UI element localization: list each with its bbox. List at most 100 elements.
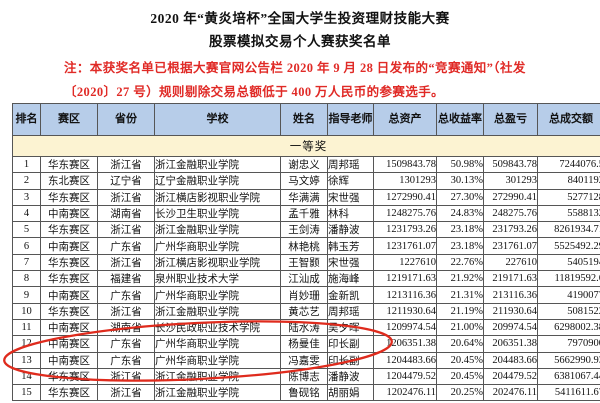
cell-rank: 1 [12, 155, 41, 174]
cell-pnl: 202476.11 [483, 384, 538, 402]
cell-region: 中南赛区 [40, 237, 98, 255]
table-row: 11 中南赛区 湖南省 长沙民政职业技术学院 陆水涛 吴夕晖 1209974.54 21.00… [12, 318, 600, 337]
cell-pnl: 301293 [483, 172, 538, 190]
cell-name: 孟千雅 [280, 204, 328, 223]
cell-name: 鲁砚铭 [280, 384, 328, 402]
cell-rank: 15 [12, 384, 41, 402]
cell-province: 广东省 [97, 237, 155, 255]
cell-name: 冯嘉雯 [280, 351, 328, 369]
cell-pnl: 272990.41 [483, 188, 538, 206]
cell-province: 广东省 [97, 286, 155, 304]
cell-return_rate: 20.64% [436, 335, 484, 353]
cell-region: 东北赛区 [40, 172, 98, 190]
column-header-province: 省份 [97, 103, 155, 136]
cell-school: 浙江金融职业学院 [154, 155, 281, 174]
cell-pnl: 509843.78 [483, 155, 538, 174]
cell-province: 湖南省 [97, 318, 155, 337]
cell-name: 马文婷 [280, 172, 328, 190]
cell-school: 广州华商职业学院 [154, 351, 281, 369]
cell-assets: 1211930.64 [373, 302, 437, 320]
cell-volume: 5525492.29 [537, 237, 600, 255]
cell-region: 华东赛区 [40, 188, 98, 206]
table-row: 8 华东赛区 福建省 泉州职业技术大学 江汕成 施海峰 1219171.63 21.92% 21… [12, 270, 600, 288]
cell-volume: 6381067.44 [537, 367, 600, 386]
column-header-assets: 总资产 [373, 103, 437, 136]
cell-volume: 4190077 [537, 286, 600, 304]
cell-assets: 1227610 [373, 253, 437, 272]
cell-region: 中南赛区 [40, 318, 98, 337]
red-note-line2: 〔2020〕27 号）规则剔除交易总额低于 400 万人民币的参赛选手。 [64, 85, 445, 99]
cell-pnl: 231761.07 [483, 237, 538, 255]
cell-province: 浙江省 [97, 367, 155, 386]
cell-volume: 5662990.93 [537, 351, 600, 369]
cell-teacher: 周邦瑶 [327, 302, 374, 320]
cell-volume: 6298002.38 [537, 318, 600, 337]
cell-assets: 1213116.36 [373, 286, 437, 304]
cell-teacher: 潘静波 [327, 221, 374, 239]
cell-teacher: 宋世强 [327, 253, 374, 272]
cell-province: 辽宁省 [97, 172, 155, 190]
cell-rank: 9 [12, 286, 41, 304]
cell-return_rate: 23.18% [436, 237, 484, 255]
cell-province: 浙江省 [97, 188, 155, 206]
cell-school: 广州华商职业学院 [154, 237, 281, 255]
cell-name: 江汕成 [280, 270, 328, 288]
table-row: 5 华东赛区 浙江省 浙江金融职业学院 王剑涛 潘静波 1231793.26 23.18% 23… [12, 221, 600, 239]
column-header-pnl: 总盈亏 [483, 103, 538, 136]
cell-province: 广东省 [97, 335, 155, 353]
cell-region: 华东赛区 [40, 253, 98, 272]
cell-region: 中南赛区 [40, 351, 98, 369]
cell-rank: 7 [12, 253, 41, 272]
table-row: 9 中南赛区 广东省 广州华商职业学院 肖妙珊 金新凯 1213116.36 21.31% 21… [12, 286, 600, 304]
cell-region: 中南赛区 [40, 204, 98, 223]
cell-teacher: 徐辉 [327, 172, 374, 190]
cell-assets: 1301293 [373, 172, 437, 190]
cell-pnl: 204479.52 [483, 367, 538, 386]
cell-region: 中南赛区 [40, 335, 98, 353]
cell-school: 广州华商职业学院 [154, 286, 281, 304]
cell-school: 浙江横店影视职业学院 [154, 188, 281, 206]
cell-pnl: 231793.26 [483, 221, 538, 239]
cell-teacher: 林科 [327, 204, 374, 223]
cell-name: 陆水涛 [280, 318, 328, 337]
table-header-row: 排名 赛区 省份 学校 姓名 指导老师 总资产 总收益率 总盈亏 总成交额 [12, 103, 600, 136]
cell-teacher: 周邦瑶 [327, 155, 374, 174]
cell-name: 王智颢 [280, 253, 328, 272]
cell-assets: 1509843.78 [373, 155, 437, 174]
cell-pnl: 209974.54 [483, 318, 538, 337]
cell-return_rate: 21.31% [436, 286, 484, 304]
cell-name: 王剑涛 [280, 221, 328, 239]
prize-section-row: 一等奖 [12, 135, 600, 157]
cell-assets: 1202476.11 [373, 384, 437, 402]
table-row: 13 中南赛区 广东省 广州华商职业学院 冯嘉雯 印长副 1204483.66 20.45% 2… [12, 351, 600, 369]
cell-region: 华东赛区 [40, 221, 98, 239]
cell-volume: 8261934.71 [537, 221, 600, 239]
cell-province: 广东省 [97, 351, 155, 369]
cell-pnl: 219171.63 [483, 270, 538, 288]
cell-school: 长沙民政职业技术学院 [154, 318, 281, 337]
cell-school: 浙江金融职业学院 [154, 221, 281, 239]
cell-teacher: 韩玉芳 [327, 237, 374, 255]
cell-pnl: 206351.38 [483, 335, 538, 353]
cell-volume: 7970900 [537, 335, 600, 353]
cell-school: 长沙卫生职业学院 [154, 204, 281, 223]
cell-province: 浙江省 [97, 302, 155, 320]
cell-return_rate: 50.98% [436, 155, 484, 174]
cell-assets: 1272990.41 [373, 188, 437, 206]
cell-rank: 13 [12, 351, 41, 369]
cell-name: 谢忠义 [280, 155, 328, 174]
cell-assets: 1209974.54 [373, 318, 437, 337]
cell-teacher: 宋世强 [327, 188, 374, 206]
column-header-name: 姓名 [280, 103, 328, 136]
cell-assets: 1231761.07 [373, 237, 437, 255]
cell-pnl: 248275.76 [483, 204, 538, 223]
cell-teacher: 印长副 [327, 351, 374, 369]
cell-return_rate: 30.13% [436, 172, 484, 190]
cell-return_rate: 22.76% [436, 253, 484, 272]
cell-rank: 14 [12, 367, 41, 386]
cell-volume: 5081522 [537, 302, 600, 320]
cell-rank: 4 [12, 204, 41, 223]
cell-province: 福建省 [97, 270, 155, 288]
table-row: 4 中南赛区 湖南省 长沙卫生职业学院 孟千雅 林科 1248275.76 24.83% 248… [12, 204, 600, 223]
cell-name: 肖妙珊 [280, 286, 328, 304]
